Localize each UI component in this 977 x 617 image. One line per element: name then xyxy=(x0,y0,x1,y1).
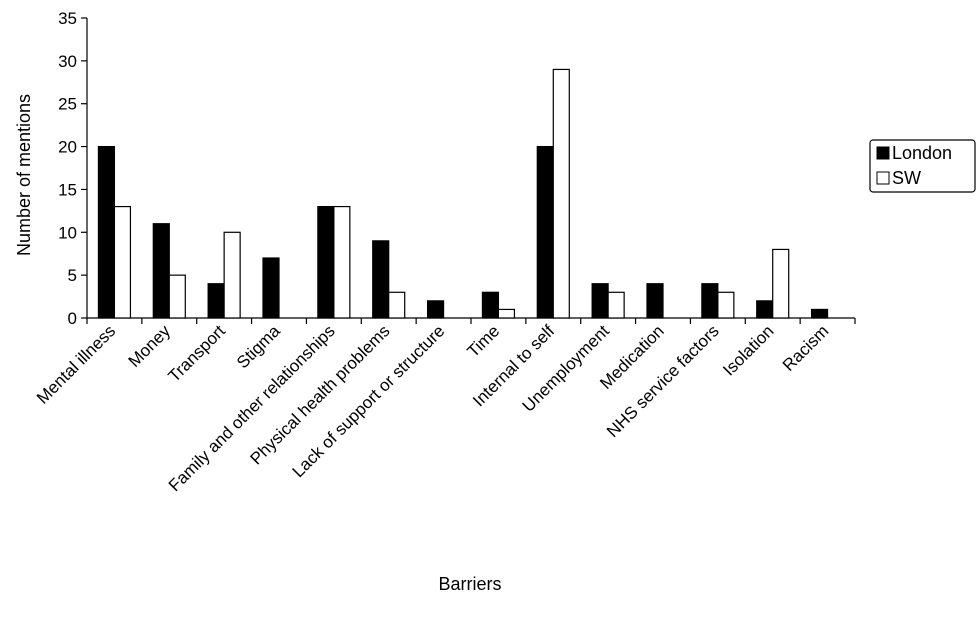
y-tick-label: 30 xyxy=(58,52,77,71)
legend-label-london: London xyxy=(892,143,952,163)
y-tick-label: 10 xyxy=(58,223,77,242)
legend-frame xyxy=(869,139,976,193)
bar-london xyxy=(591,283,609,319)
bar-sw xyxy=(113,205,132,319)
bar-london xyxy=(317,205,335,319)
category-label: Transport xyxy=(165,321,230,386)
bar-london xyxy=(372,240,390,319)
bar-london xyxy=(207,283,225,319)
bar-london xyxy=(536,145,554,319)
category-label: Stigma xyxy=(233,321,284,372)
bar-sw xyxy=(388,291,406,319)
y-tick-label: 15 xyxy=(58,180,77,199)
bar-london xyxy=(262,257,280,319)
bar-london xyxy=(810,308,829,319)
category-label: Time xyxy=(464,321,504,361)
legend-swatch-sw xyxy=(876,171,890,185)
y-tick-label: 5 xyxy=(68,266,77,285)
y-tick-label: 35 xyxy=(58,9,77,28)
bar-london xyxy=(97,145,116,319)
bar-london xyxy=(646,283,664,319)
category-label: Racism xyxy=(779,321,833,375)
y-tick-label: 0 xyxy=(68,309,77,328)
category-label: Money xyxy=(125,321,175,371)
x-axis xyxy=(86,317,856,324)
bar-sw xyxy=(717,291,735,319)
category-label: Mental illness xyxy=(33,321,119,407)
x-axis-title: Barriers xyxy=(438,574,501,594)
bar-london xyxy=(152,223,170,319)
bar-sw xyxy=(168,274,186,319)
bar-sw xyxy=(772,248,790,319)
y-tick-label: 25 xyxy=(58,95,77,114)
legend: London SW xyxy=(869,139,976,193)
bar-sw xyxy=(497,308,516,319)
bar-london xyxy=(756,300,774,319)
legend-label-sw: SW xyxy=(892,168,921,188)
bar-sw xyxy=(333,205,351,319)
y-axis: 0 5 10 15 20 25 30 35 xyxy=(58,9,88,328)
bar-london xyxy=(481,291,500,319)
legend-swatch-london xyxy=(876,146,890,160)
y-tick-label: 20 xyxy=(58,138,77,157)
bar-sw xyxy=(552,68,570,319)
bar-sw xyxy=(223,231,241,319)
bars xyxy=(97,68,829,319)
bar-london xyxy=(701,283,719,319)
y-axis-title: Number of mentions xyxy=(14,94,34,256)
category-label: Isolation xyxy=(719,321,777,379)
bar-sw xyxy=(607,291,625,319)
bar-london xyxy=(426,300,445,319)
